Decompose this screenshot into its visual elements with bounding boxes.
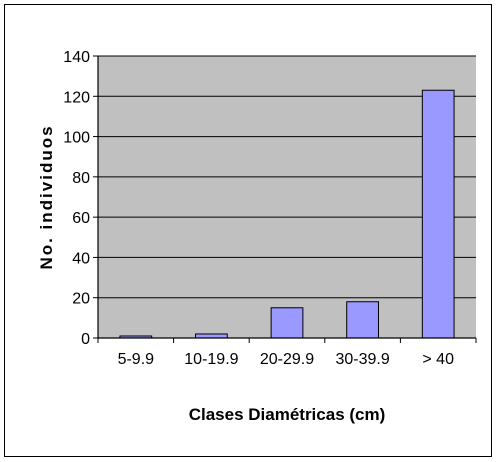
x-tick-label: 5-9.9 — [118, 351, 155, 368]
bars — [119, 89, 455, 339]
x-tick-label: > 40 — [422, 351, 454, 368]
bar — [270, 307, 304, 339]
y-tick-label: 140 — [63, 49, 90, 66]
x-tick-label: 10-19.9 — [184, 351, 238, 368]
bar — [346, 301, 379, 339]
y-tick-label: 60 — [72, 210, 90, 227]
x-tick-labels: 5-9.9 10-19.9 20-29.9 30-39.9 > 40 — [118, 351, 455, 368]
y-tick-label: 100 — [63, 130, 90, 147]
bar — [195, 333, 228, 339]
plot-area — [98, 56, 476, 338]
x-axis-title: Clases Diamétricas (cm) — [189, 405, 386, 424]
y-tick-label: 20 — [72, 291, 90, 308]
y-axis-title: No. individuos — [37, 124, 56, 269]
y-tick-labels: 0 20 40 60 80 100 120 140 — [63, 49, 90, 348]
y-tick-label: 40 — [72, 250, 90, 267]
gridlines — [98, 55, 476, 299]
bar — [421, 89, 455, 339]
y-tick-label: 0 — [81, 331, 90, 348]
x-tick-label: 20-29.9 — [260, 351, 314, 368]
y-tick-label: 80 — [72, 170, 90, 187]
axes — [93, 55, 477, 343]
y-tick-label: 120 — [63, 89, 90, 106]
x-tick-label: 30-39.9 — [335, 351, 389, 368]
